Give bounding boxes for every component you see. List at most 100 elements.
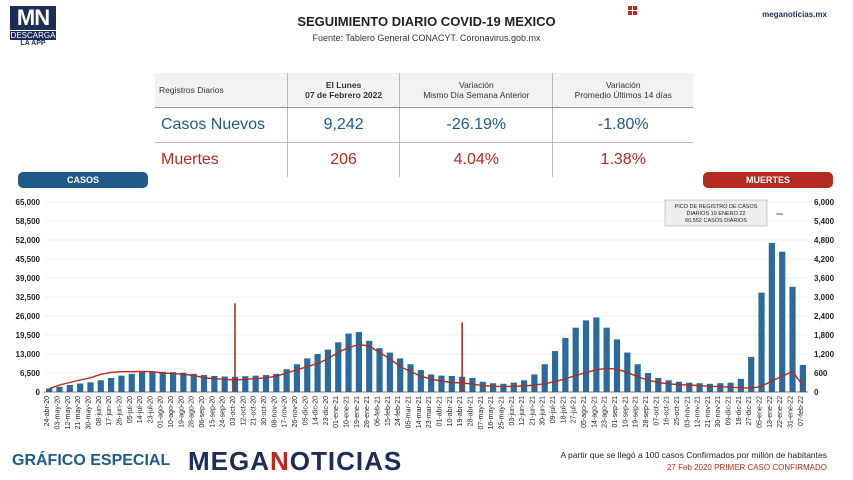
cases-bar: [582, 320, 590, 392]
cases-bar: [345, 333, 352, 392]
cases-bar: [737, 378, 744, 392]
cases-bar: [407, 364, 414, 392]
cases-bar: [242, 376, 249, 392]
stats-col-14d: Variación Promedio Últimos 14 días: [552, 73, 693, 108]
left-tick-label: 19,500: [16, 331, 41, 340]
cases-bar: [428, 374, 435, 392]
cases-bar: [66, 384, 73, 392]
cases-bar: [613, 339, 621, 392]
cases-bar: [541, 364, 548, 392]
cases-bar: [118, 375, 125, 392]
cases-bar: [593, 317, 600, 392]
logo-download-label: DESCARGA: [10, 31, 56, 40]
cases-bar: [603, 327, 610, 392]
footer-special-label: GRÁFICO ESPECIAL: [12, 452, 171, 469]
cases-bar: [706, 383, 714, 392]
cases-var-14: -1.80%: [552, 107, 693, 143]
date-tick-label: 28-ago-20: [189, 396, 196, 428]
date-tick-label: 25-may-21: [498, 396, 505, 430]
cases-bar: [169, 372, 177, 392]
date-tick-label: 19-sep-21: [633, 396, 640, 428]
cases-bar: [304, 358, 311, 392]
cases-bar: [355, 332, 362, 392]
stats-table: Registros Diarios El Lunes 07 de Febrero …: [155, 73, 693, 177]
right-tick-label: 600: [814, 369, 828, 378]
date-tick-label: 14-mar-21: [416, 396, 423, 428]
date-tick-label: 23-jul-20: [147, 396, 154, 423]
date-tick-label: 27-jul-21: [571, 396, 578, 423]
date-tick-label: 14-jul-20: [137, 396, 144, 423]
cases-bar: [779, 251, 786, 392]
site-link[interactable]: meganoticias.mx: [762, 10, 827, 19]
right-tick-label: 2,400: [814, 312, 835, 321]
left-tick-label: 0: [36, 388, 41, 397]
cases-bar: [655, 377, 662, 392]
date-tick-label: 12-nov-21: [695, 396, 702, 428]
date-tick-label: 01-ene-21: [333, 396, 340, 428]
stats-col-week: Variación Mismo Día Semana Anterior: [399, 73, 554, 108]
cases-bar: [159, 371, 166, 392]
date-tick-label: 10-ago-20: [168, 396, 175, 428]
date-tick-label: 09-dic-21: [726, 396, 733, 425]
cases-bar: [46, 388, 53, 392]
right-tick-label: 3,000: [814, 293, 835, 302]
date-tick-label: 19-ene-21: [354, 396, 361, 428]
annotation-box: [664, 199, 768, 227]
annotation-text: 60,552 CASOS DIARIOS: [685, 218, 747, 224]
left-tick-label: 39,000: [16, 274, 41, 283]
cases-bar: [138, 372, 146, 392]
cases-bar: [293, 364, 301, 392]
date-tick-label: 06-feb-21: [375, 396, 382, 426]
date-tick-label: 16-may-21: [488, 396, 495, 430]
date-tick-label: 30-may-20: [85, 396, 92, 430]
footer-first-case: 27 Feb 2020 PRIMER CASO CONFIRMADO: [666, 463, 827, 472]
date-tick-label: 07-may-21: [478, 396, 485, 430]
left-tick-label: 65,000: [16, 198, 41, 207]
date-tick-label: 18-dic-21: [736, 396, 743, 425]
logo-mark: MN: [10, 6, 56, 30]
date-tick-label: 01-sep-21: [612, 396, 619, 428]
cases-bar: [789, 286, 796, 392]
footer-note: A partir que se llegó a 100 casos Confir…: [560, 450, 828, 460]
footer-brand: MEGANOTICIAS: [188, 446, 403, 476]
deaths-var-week: 4.04%: [399, 142, 554, 177]
stats-row-label: Registros Diarios: [155, 73, 288, 108]
date-tick-label: 23-ago-21: [602, 396, 609, 428]
cases-bar: [180, 372, 187, 392]
right-tick-label: 5,400: [814, 217, 835, 226]
date-tick-label: 14-ago-21: [591, 396, 598, 428]
date-tick-label: 18-jul-21: [560, 396, 567, 423]
right-tick-label: 1,200: [814, 350, 835, 359]
date-tick-label: 28-abr-21: [467, 396, 474, 426]
legend-casos: CASOS: [18, 172, 148, 188]
left-tick-label: 45,500: [16, 255, 41, 264]
date-tick-label: 06-sep-20: [199, 396, 206, 428]
date-tick-label: 03-nov-21: [684, 396, 691, 428]
cases-bar: [551, 351, 559, 392]
cases-bar: [531, 374, 538, 392]
date-tick-label: 07-feb-22: [798, 396, 805, 426]
cases-bar: [97, 380, 104, 392]
date-tick-label: 10-ene-21: [344, 396, 351, 428]
cases-bar: [200, 375, 208, 392]
cases-bar: [799, 364, 806, 392]
date-tick-label: 05-ago-21: [581, 396, 588, 428]
date-tick-label: 03-may-20: [54, 396, 61, 430]
cases-bar: [56, 386, 63, 392]
right-tick-label: 6,000: [814, 198, 835, 207]
logo-app-label: LA APP: [20, 40, 46, 47]
date-tick-label: 21-oct-20: [251, 396, 258, 426]
date-tick-label: 12-may-20: [65, 396, 72, 430]
left-tick-label: 58,500: [16, 217, 41, 226]
right-tick-label: 0: [814, 388, 819, 397]
cases-bar: [262, 375, 270, 392]
meganoticias-logo[interactable]: MN DESCARGA LA APP: [10, 6, 56, 47]
date-tick-label: 28-sep-21: [643, 396, 650, 428]
date-tick-label: 24-sep-20: [220, 396, 227, 428]
date-tick-label: 17-jun-20: [106, 396, 113, 426]
deaths-var-14: 1.38%: [600, 151, 646, 168]
cases-bar: [77, 383, 84, 392]
date-tick-label: 30-jun-21: [540, 396, 547, 426]
cases-bar: [479, 381, 486, 392]
cases-bar: [696, 383, 703, 392]
